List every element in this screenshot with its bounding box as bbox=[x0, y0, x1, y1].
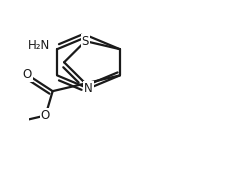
Text: H₂N: H₂N bbox=[28, 39, 50, 52]
Text: S: S bbox=[82, 35, 89, 48]
Text: O: O bbox=[41, 109, 50, 122]
Text: N: N bbox=[84, 82, 93, 95]
Text: O: O bbox=[22, 68, 32, 81]
